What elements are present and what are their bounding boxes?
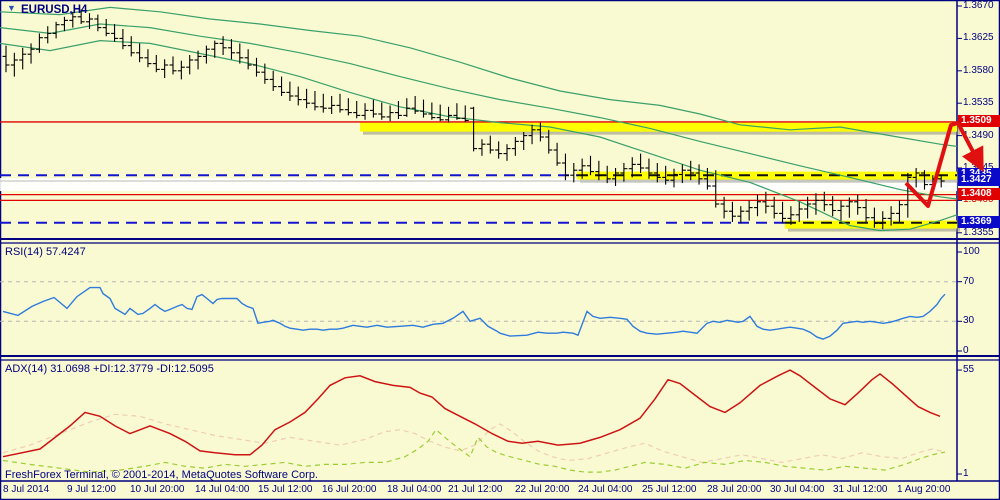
time-axis-label: 30 Jul 04:00 [770,484,825,495]
time-axis-label: 10 Jul 20:00 [130,484,185,495]
price-tag: 1.3427 [958,174,1000,186]
price-tick-label: 1.3670 [963,0,994,11]
adx-series-adx [2,369,941,458]
time-axis-label: 15 Jul 12:00 [258,484,313,495]
time-axis-label: 31 Jul 12:00 [833,484,888,495]
price-tag: 1.3369 [958,216,1000,228]
adx-tick-label: 55 [963,364,975,376]
rsi-tick-label: 30 [963,315,975,327]
time-axis-label: 14 Jul 04:00 [195,484,250,495]
adx-indicator-label: ADX(14) 31.0698 +DI:12.3779 -DI:12.5095 [5,363,214,375]
rsi-indicator-label: RSI(14) 57.4247 [5,246,86,258]
rsi-tick-label: 70 [963,275,975,287]
time-axis-label: 28 Jul 20:00 [707,484,762,495]
bollinger-upper-line [0,6,958,147]
price-tick-label: 1.3490 [963,129,994,141]
price-tick-label: 1.3625 [963,32,994,44]
adx-panel [2,369,946,473]
price-tick-label: 1.3355 [963,226,994,238]
bollinger-bands [0,6,958,232]
time-axis-label: 24 Jul 04:00 [578,484,633,495]
price-tick-label: 1.3535 [963,97,994,109]
adx-tick-label: 1 [963,468,969,479]
price-tick-label: 1.3580 [963,64,994,76]
price-zones [0,122,960,232]
copyright-watermark: FreshForex Terminal, © 2001-2014, MetaQu… [5,469,318,481]
time-axis-label: 22 Jul 20:00 [515,484,570,495]
symbol-label: EURUSD,H4 [21,4,88,16]
rsi-tick-label: 100 [963,246,980,257]
time-axis-label: 21 Jul 12:00 [448,484,503,495]
time-axis-label: 1 Aug 20:00 [897,484,951,495]
symbol-dropdown-icon[interactable]: ▼ [7,3,16,13]
adx-series--di [2,413,946,464]
time-axis-label: 8 Jul 2014 [3,484,50,495]
bollinger-lower-line [0,39,958,232]
time-axis-label: 18 Jul 04:00 [387,484,442,495]
bollinger-middle-line [0,23,958,200]
candles-layer [2,9,945,230]
time-axis-label: 9 Jul 12:00 [67,484,116,495]
time-axis-label: 25 Jul 12:00 [642,484,697,495]
rsi-line [2,286,946,340]
rsi-panel [0,281,957,340]
adx-series-+di [2,428,946,473]
time-axis-label: 16 Jul 20:00 [322,484,377,495]
price-tag: 1.3408 [958,188,1000,200]
rsi-tick-label: 0 [963,345,969,356]
price-tag: 1.3509 [958,115,1000,127]
